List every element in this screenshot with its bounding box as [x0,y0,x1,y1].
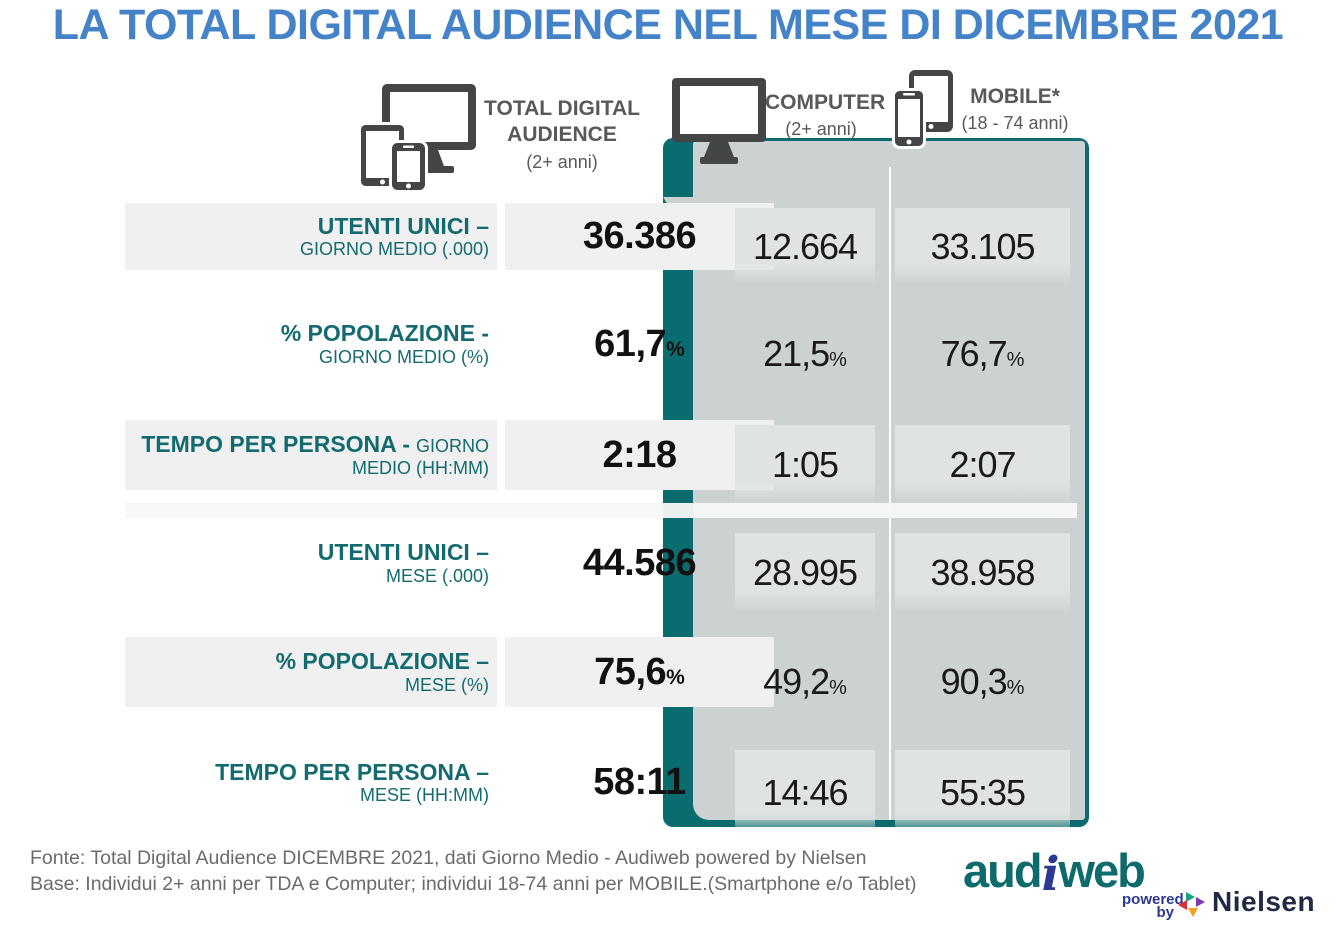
column-label: COMPUTER [765,91,886,114]
column-header-tda: TOTAL DIGITAL AUDIENCE (2+ anni) [478,96,646,173]
tda-value-cell: 58:11 [505,745,774,820]
row-label-main: TEMPO PER PERSONA – [215,758,489,785]
row-label: % POPOLAZIONE - GIORNO MEDIO (%) [125,298,497,390]
tda-value-cell: 2:18 [505,420,774,490]
mobile-value: 55:35 [939,771,1026,813]
tda-value: 61,7 [594,322,667,365]
percent-sign: % [829,677,847,699]
table-row: TEMPO PER PERSONA – MESE (HH:MM) 58:11 14… [125,745,1077,835]
percent-sign: % [829,349,847,371]
column-label: MOBILE* [970,85,1060,108]
row-label-sub: GIORNO MEDIO (%) [319,346,489,367]
mobile-value-cell: 2:07 [895,425,1070,505]
tda-value: 75,6 [594,650,667,693]
row-label-main: % POPOLAZIONE - [280,320,489,347]
row-label-main: UTENTI UNICI – [317,539,489,566]
section-separator [125,503,1077,518]
tda-value-cell: 75,6% [505,637,774,707]
percent-sign: % [1006,349,1025,371]
mobile-value: 38.958 [930,552,1035,593]
nielsen-wordmark: Nielsen [1212,886,1316,917]
row-label: TEMPO PER PERSONA - GIORNO MEDIO (HH:MM) [125,420,497,490]
mobile-value-cell: 55:35 [895,750,1070,835]
column-label: TOTAL DIGITAL AUDIENCE [484,97,640,147]
computer-value-cell: 14:46 [735,750,875,835]
nielsen-triangle-red [1178,900,1187,910]
footer-source-line: Fonte: Total Digital Audience DICEMBRE 2… [30,847,867,869]
table-row: % POPOLAZIONE – MESE (%) 75,6% 49,2% 90,3… [125,637,1077,707]
nielsen-logo-mark [1178,892,1208,918]
tda-value-cell: 61,7% [505,298,774,390]
footer-base-line: Base: Individui 2+ anni per TDA e Comput… [30,873,917,895]
powered-by-label: powered by [1122,891,1184,921]
row-label: TEMPO PER PERSONA – MESE (HH:MM) [125,745,497,820]
tda-value-cell: 44.586 [505,528,774,598]
mobile-value-cell: 38.958 [895,533,1070,613]
computer-value: 49,2 [763,661,830,702]
percent-sign: % [1006,677,1025,699]
row-label: UTENTI UNICI – GIORNO MEDIO (.000) [125,203,497,270]
percent-sign: % [666,337,685,361]
computer-value-cell: 1:05 [735,425,875,505]
nielsen-triangle-orange [1188,908,1198,917]
page-title: LA TOTAL DIGITAL AUDIENCE NEL MESE DI DI… [52,1,1284,49]
table-row: % POPOLAZIONE - GIORNO MEDIO (%) 61,7% 21… [125,298,1077,390]
computer-value: 1:05 [771,444,839,485]
nielsen-triangle-teal [1186,892,1195,902]
column-header-mobile: MOBILE* (18 - 74 anni) [950,84,1080,134]
column-header-computer: COMPUTER (2+ anni) [765,90,886,140]
computer-value-cell: 49,2% [735,642,875,722]
devices-icon [358,84,476,199]
computer-value: 28.995 [752,552,858,593]
computer-value-cell: 21,5% [735,303,875,405]
row-label-main: TEMPO PER PERSONA - [141,431,410,458]
audiweb-i-swoosh: i [1041,847,1060,902]
computer-value: 14:46 [762,771,848,813]
row-label: % POPOLAZIONE – MESE (%) [125,637,497,707]
tda-value-cell: 36.386 [505,203,774,270]
mobile-value: 2:07 [949,444,1016,485]
mobile-value: 76,7 [940,333,1008,374]
nielsen-triangle-purple [1196,897,1205,907]
row-label-sub: GIORNO MEDIO (HH:MM) [352,436,489,478]
row-label-main: % POPOLAZIONE – [275,648,489,675]
computer-value: 12.664 [752,225,858,267]
column-sublabel: (2+ anni) [785,119,857,140]
mobile-value-cell: 90,3% [895,642,1070,722]
percent-sign: % [666,665,685,689]
computer-value-cell: 28.995 [735,533,875,613]
row-label-sub: MESE (.000) [385,565,489,586]
smartphone-tablet-icon [892,70,954,155]
panel-column-divider [889,167,891,820]
mobile-value-cell: 76,7% [895,303,1070,405]
table-row: UTENTI UNICI – MESE (.000) 44.586 28.995 … [125,528,1077,613]
column-sublabel: (18 - 74 anni) [961,113,1069,134]
mobile-value: 33.105 [930,225,1035,267]
tda-value: 2:18 [602,433,677,476]
tda-value: 44.586 [582,541,697,584]
computer-value-cell: 12.664 [735,208,875,285]
row-label-sub: MESE (HH:MM) [360,785,489,806]
row-label-main: UTENTI UNICI – [317,212,489,239]
table-row: UTENTI UNICI – GIORNO MEDIO (.000) 36.386… [125,203,1077,285]
mobile-value: 90,3 [940,661,1008,702]
table-row: TEMPO PER PERSONA - GIORNO MEDIO (HH:MM) … [125,420,1077,505]
row-label-sub: GIORNO MEDIO (.000) [299,239,489,260]
row-label: UTENTI UNICI – MESE (.000) [125,528,497,598]
audiweb-logo: audiweb [963,844,1146,902]
mobile-value-cell: 33.105 [895,208,1070,285]
tda-value: 36.386 [582,215,697,257]
computer-value: 21,5 [763,333,830,374]
tda-value: 58:11 [593,761,686,803]
row-label-sub: MESE (%) [404,674,489,695]
footer-notes: Fonte: Total Digital Audience DICEMBRE 2… [30,845,917,897]
desktop-monitor-icon [672,78,766,169]
column-sublabel: (2+ anni) [526,151,598,172]
